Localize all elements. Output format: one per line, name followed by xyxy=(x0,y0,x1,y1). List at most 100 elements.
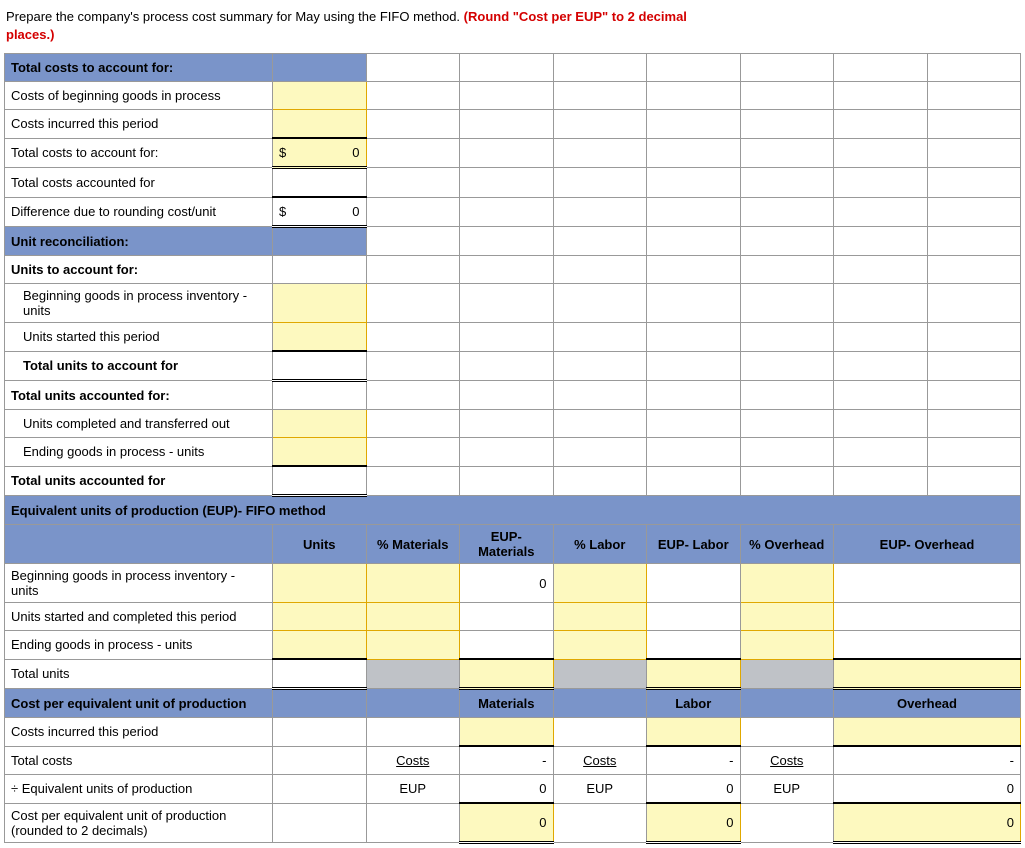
col-header-units: Units xyxy=(273,525,367,564)
input-cell[interactable] xyxy=(740,564,834,603)
row-label: Total costs to account for: xyxy=(5,138,273,168)
input-cell[interactable] xyxy=(273,410,367,438)
row-label: Units completed and transferred out xyxy=(5,410,273,438)
calc-cell: - xyxy=(647,746,741,775)
sub-label: Costs xyxy=(553,746,647,775)
input-cell[interactable] xyxy=(553,564,647,603)
calc-cell xyxy=(834,631,1021,660)
input-cell[interactable] xyxy=(273,82,367,110)
input-cell[interactable] xyxy=(366,564,460,603)
row-label: Units to account for: xyxy=(5,256,273,284)
input-cell[interactable] xyxy=(366,603,460,631)
section-header-cell xyxy=(273,689,367,718)
row-label: Total costs xyxy=(5,746,273,775)
row-label: Costs of beginning goods in process xyxy=(5,82,273,110)
row-label: Costs incurred this period xyxy=(5,110,273,139)
shaded-cell xyxy=(366,659,460,689)
sub-label: EUP xyxy=(366,775,460,804)
input-cell[interactable] xyxy=(740,603,834,631)
row-label: Ending goods in process - units xyxy=(5,631,273,660)
total-cell[interactable]: 0 xyxy=(647,803,741,842)
col-header-blank xyxy=(5,525,273,564)
total-cell[interactable] xyxy=(460,659,554,689)
calc-cell xyxy=(647,631,741,660)
shaded-cell xyxy=(553,659,647,689)
input-cell[interactable] xyxy=(273,323,367,352)
total-cell[interactable]: 0 xyxy=(460,803,554,842)
cost-summary-table: Total costs to account for: Costs of beg… xyxy=(4,53,1021,844)
calc-cell: - xyxy=(834,746,1021,775)
total-cell[interactable]: $ 0 xyxy=(273,138,367,168)
row-label: Beginning goods in process inventory - u… xyxy=(5,284,273,323)
section-header-cell xyxy=(366,689,460,718)
currency-symbol: $ xyxy=(279,145,286,160)
row-label: Cost per equivalent unit of production (… xyxy=(5,803,273,842)
instruction-text: Prepare the company's process cost summa… xyxy=(6,9,464,24)
total-cell[interactable] xyxy=(647,659,741,689)
calc-cell xyxy=(647,564,741,603)
row-label: Total units accounted for xyxy=(5,466,273,496)
row-label: Units started this period xyxy=(5,323,273,352)
total-cell xyxy=(273,659,367,689)
col-header-em: EUP- Materials xyxy=(460,525,554,564)
col-header-eo: EUP- Overhead xyxy=(834,525,1021,564)
input-cell[interactable] xyxy=(834,718,1021,747)
sub-label: Costs xyxy=(740,746,834,775)
calc-cell: 0 xyxy=(460,564,554,603)
calc-cell: 0 xyxy=(647,775,741,804)
row-label: Total units accounted for: xyxy=(5,381,273,410)
input-cell[interactable] xyxy=(273,564,367,603)
input-cell[interactable] xyxy=(273,110,367,139)
input-cell[interactable] xyxy=(273,631,367,660)
input-cell[interactable] xyxy=(553,603,647,631)
input-cell[interactable] xyxy=(273,284,367,323)
input-cell[interactable] xyxy=(273,438,367,467)
row-label: Difference due to rounding cost/unit xyxy=(5,197,273,227)
calc-cell xyxy=(460,631,554,660)
calc-cell xyxy=(460,603,554,631)
instructions: Prepare the company's process cost summa… xyxy=(4,4,708,53)
row-label: Ending goods in process - units xyxy=(5,438,273,467)
sub-label: EUP xyxy=(553,775,647,804)
calc-cell xyxy=(647,603,741,631)
sub-label: Costs xyxy=(366,746,460,775)
row-label: Total costs accounted for xyxy=(5,168,273,198)
input-cell[interactable] xyxy=(273,603,367,631)
section-header-total-costs: Total costs to account for: xyxy=(5,54,273,82)
section-header-cell xyxy=(740,689,834,718)
currency-symbol: $ xyxy=(279,204,286,219)
row-label: ÷ Equivalent units of production xyxy=(5,775,273,804)
calc-cell xyxy=(834,564,1021,603)
section-header-cost-per-eup: Cost per equivalent unit of production xyxy=(5,689,273,718)
calc-cell xyxy=(834,603,1021,631)
col-header-po: % Overhead xyxy=(740,525,834,564)
col-header-el: EUP- Labor xyxy=(647,525,741,564)
section-header-cell xyxy=(553,689,647,718)
calc-cell: 0 xyxy=(460,775,554,804)
input-cell[interactable] xyxy=(647,718,741,747)
row-label: Units started and completed this period xyxy=(5,603,273,631)
calc-cell xyxy=(273,168,367,198)
row-label: Beginning goods in process inventory - u… xyxy=(5,564,273,603)
input-cell[interactable] xyxy=(553,631,647,660)
col-header-labor: Labor xyxy=(647,689,741,718)
section-header-unit-recon: Unit reconciliation: xyxy=(5,227,273,256)
input-cell[interactable] xyxy=(460,718,554,747)
row-label: Costs incurred this period xyxy=(5,718,273,747)
col-header-overhead: Overhead xyxy=(834,689,1021,718)
section-header-cell xyxy=(273,227,367,256)
total-cell xyxy=(273,351,367,381)
col-header-pm: % Materials xyxy=(366,525,460,564)
sub-label: EUP xyxy=(740,775,834,804)
total-cell[interactable]: 0 xyxy=(834,803,1021,842)
total-cell[interactable] xyxy=(834,659,1021,689)
total-cell: $ 0 xyxy=(273,197,367,227)
total-cell xyxy=(273,466,367,496)
input-cell[interactable] xyxy=(366,631,460,660)
value: 0 xyxy=(352,145,359,160)
input-cell[interactable] xyxy=(740,631,834,660)
col-header-materials: Materials xyxy=(460,689,554,718)
row-label: Total units xyxy=(5,659,273,689)
calc-cell: - xyxy=(460,746,554,775)
section-header-cell xyxy=(273,54,367,82)
